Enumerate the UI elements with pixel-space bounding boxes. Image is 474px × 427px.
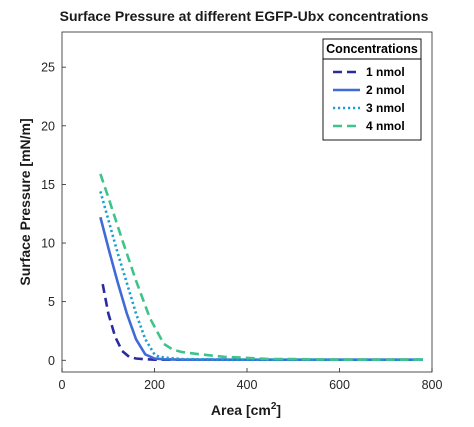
y-tick-label: 10 bbox=[41, 237, 55, 251]
legend-entries: 1 nmol 2 nmol 3 nmol 4 nmol bbox=[333, 65, 405, 133]
axis-ticks: 0 200 400 600 800 0 5 10 15 20 25 bbox=[41, 61, 442, 392]
legend-title: Concentrations bbox=[326, 42, 418, 56]
legend: Concentrations 1 nmol 2 nmol 3 nmol 4 nmol bbox=[322, 38, 422, 141]
y-axis-label: Surface Pressure [mN/m] bbox=[17, 118, 33, 285]
series-line-3 bbox=[99, 191, 423, 362]
legend-label-3: 3 nmol bbox=[366, 101, 405, 115]
x-tick-label: 400 bbox=[237, 378, 258, 392]
x-tick-label: 0 bbox=[59, 378, 66, 392]
x-tick-label: 800 bbox=[422, 378, 443, 392]
y-tick-label: 20 bbox=[41, 119, 55, 133]
series-line-4 bbox=[99, 173, 423, 362]
legend-label-1: 1 nmol bbox=[366, 65, 405, 79]
y-tick-label: 25 bbox=[41, 61, 55, 75]
x-axis-label: Area [cm2] bbox=[211, 401, 281, 418]
y-tick-label: 15 bbox=[41, 178, 55, 192]
x-axis-label-end: ] bbox=[276, 402, 281, 418]
y-tick-label: 5 bbox=[48, 295, 55, 309]
legend-label-2: 2 nmol bbox=[366, 83, 405, 97]
x-tick-label: 600 bbox=[329, 378, 350, 392]
chart-title: Surface Pressure at different EGFP-Ubx c… bbox=[60, 8, 429, 24]
x-tick-label: 200 bbox=[144, 378, 165, 392]
series-line-2 bbox=[99, 216, 423, 362]
legend-label-4: 4 nmol bbox=[366, 119, 405, 133]
series-layer bbox=[99, 173, 423, 362]
x-axis-label-superscript: 2 bbox=[271, 401, 277, 412]
x-axis-label-text: Area [cm bbox=[211, 402, 271, 418]
y-tick-label: 0 bbox=[48, 354, 55, 368]
